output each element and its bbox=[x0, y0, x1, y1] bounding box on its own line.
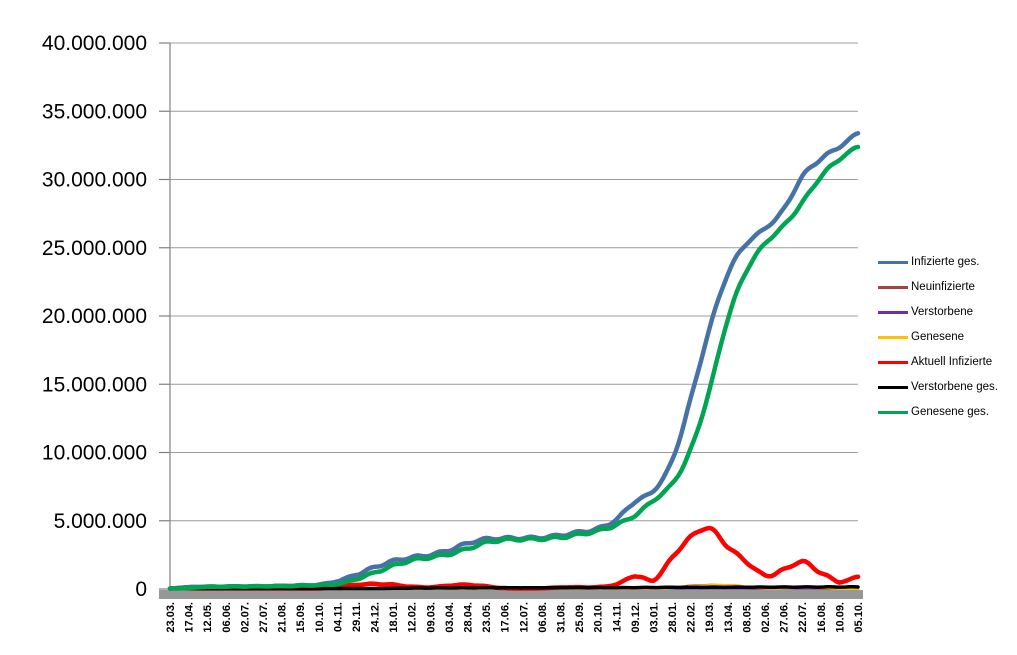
x-axis-label: 24.12. bbox=[370, 602, 382, 633]
x-axis-label: 20.10. bbox=[593, 602, 605, 633]
x-axis-label: 22.02. bbox=[686, 602, 698, 633]
x-axis-label: 12.05. bbox=[202, 602, 214, 633]
legend-item: Genesene bbox=[878, 325, 1016, 350]
legend-label: Genesene ges. bbox=[911, 405, 990, 418]
y-axis-label: 30.000.000 bbox=[42, 169, 147, 192]
x-axis-label: 25.09. bbox=[574, 602, 586, 633]
x-axis-label: 19.03. bbox=[704, 602, 716, 633]
y-axis-label: 0 bbox=[135, 578, 147, 601]
x-axis-label: 17.04. bbox=[184, 602, 196, 633]
x-axis-label: 17.06. bbox=[500, 602, 512, 633]
x-axis-label: 08.05. bbox=[741, 602, 753, 633]
legend-swatch bbox=[878, 361, 908, 364]
legend-label: Neuinfizierte bbox=[911, 280, 975, 293]
legend-item: Verstorbene ges. bbox=[878, 375, 1016, 400]
legend-item: Genesene ges. bbox=[878, 400, 1016, 425]
x-axis-label: 09.12. bbox=[630, 602, 642, 633]
x-axis-label: 21.08. bbox=[277, 602, 289, 633]
legend-item: Aktuell Infizierte bbox=[878, 350, 1016, 375]
x-axis-label: 10.10. bbox=[314, 602, 326, 633]
x-axis-label: 05.10. bbox=[853, 602, 865, 633]
x-axis-label: 27.06. bbox=[779, 602, 791, 633]
x-axis-label: 12.02. bbox=[407, 602, 419, 633]
x-axis-label: 13.04. bbox=[723, 602, 735, 633]
x-axis-label: 27.07. bbox=[258, 602, 270, 633]
x-axis-label: 06.08. bbox=[537, 602, 549, 633]
legend-swatch bbox=[878, 311, 908, 314]
x-axis-label: 03.01. bbox=[648, 602, 660, 633]
x-axis-label: 14.11. bbox=[611, 602, 623, 632]
x-axis-label: 02.06. bbox=[760, 602, 772, 633]
x-axis-label: 23.03. bbox=[165, 602, 177, 633]
legend-swatch bbox=[878, 386, 908, 389]
series-line-1 bbox=[167, 131, 861, 591]
legend-item: Verstorbene bbox=[878, 300, 1016, 325]
y-axis-label: 10.000.000 bbox=[42, 442, 147, 465]
x-axis-label: 02.07. bbox=[239, 602, 251, 633]
legend-swatch bbox=[878, 411, 908, 414]
x-axis-label: 06.06. bbox=[221, 602, 233, 633]
y-axis-label: 25.000.000 bbox=[42, 237, 147, 260]
y-axis-label: 20.000.000 bbox=[42, 305, 147, 328]
legend-swatch bbox=[878, 286, 908, 289]
x-axis-label: 28.01. bbox=[667, 602, 679, 633]
x-axis-label: 22.07. bbox=[797, 602, 809, 633]
x-axis-label: 09.03. bbox=[425, 602, 437, 633]
x-axis-label: 03.04. bbox=[444, 602, 456, 633]
x-axis-label: 18.01. bbox=[388, 602, 400, 633]
x-axis-label: 12.07. bbox=[518, 602, 530, 633]
x-axis-label: 31.08. bbox=[555, 602, 567, 633]
y-axis-label: 40.000.000 bbox=[42, 32, 147, 55]
x-axis-label: 16.08. bbox=[816, 602, 828, 633]
legend-label: Genesene bbox=[911, 330, 965, 343]
x-axis-label: 10.09. bbox=[834, 602, 846, 633]
legend-item: Infizierte ges. bbox=[878, 250, 1016, 275]
legend-label: Verstorbene ges. bbox=[911, 380, 998, 393]
legend-swatch bbox=[878, 261, 908, 264]
legend-swatch bbox=[878, 336, 908, 339]
legend-label: Infizierte ges. bbox=[911, 255, 980, 268]
series-line-6 bbox=[168, 585, 860, 591]
legend-item: Neuinfizierte bbox=[878, 275, 1016, 300]
x-axis-bar bbox=[159, 590, 863, 599]
series-line-7 bbox=[167, 144, 861, 591]
legend-label: Aktuell Infizierte bbox=[911, 355, 993, 368]
x-axis-label: 23.05. bbox=[481, 602, 493, 633]
legend-label: Verstorbene bbox=[911, 305, 974, 318]
x-axis-label: 15.09. bbox=[295, 602, 307, 633]
x-axis-label: 29.11. bbox=[351, 602, 363, 632]
y-axis-label: 5.000.000 bbox=[54, 510, 147, 533]
legend: Infizierte ges. Neuinfizierte Verstorbene G… bbox=[878, 250, 1016, 425]
y-axis-label: 15.000.000 bbox=[42, 373, 147, 396]
x-axis-label: 04.11. bbox=[332, 602, 344, 632]
x-axis-label: 28.04. bbox=[463, 602, 475, 633]
y-axis-label: 35.000.000 bbox=[42, 100, 147, 123]
